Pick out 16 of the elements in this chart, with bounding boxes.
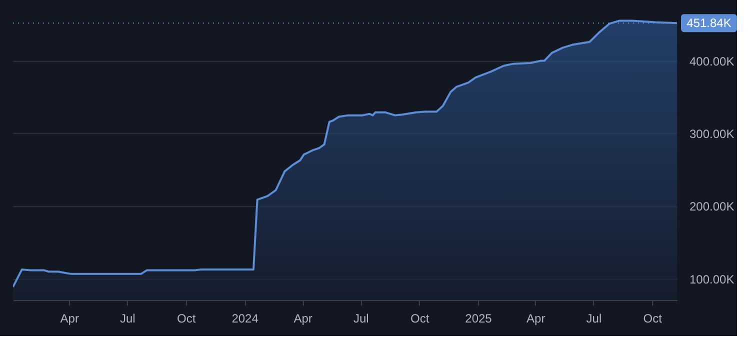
- x-tick-label: 2024: [232, 312, 259, 326]
- x-tick-label: Oct: [643, 312, 663, 326]
- y-tick-label: 300.00K: [690, 126, 734, 141]
- y-tick-label: 100.00K: [690, 272, 734, 286]
- y-tick-label: 400.00K: [690, 54, 734, 68]
- y-tick-label: 200.00K: [690, 200, 734, 214]
- x-tick-label: Apr: [294, 312, 312, 326]
- x-tick-label: 2025: [465, 312, 492, 326]
- x-tick-label: Apr: [60, 312, 79, 326]
- x-tick-label: Oct: [177, 312, 196, 326]
- x-tick-label: Jul: [353, 312, 369, 326]
- x-tick-label: Apr: [526, 312, 546, 326]
- ref-line-label: 451.84K: [686, 16, 732, 30]
- x-tick-label: Jul: [120, 312, 136, 326]
- x-tick-label: Oct: [410, 312, 430, 326]
- x-tick-label: Jul: [586, 312, 602, 326]
